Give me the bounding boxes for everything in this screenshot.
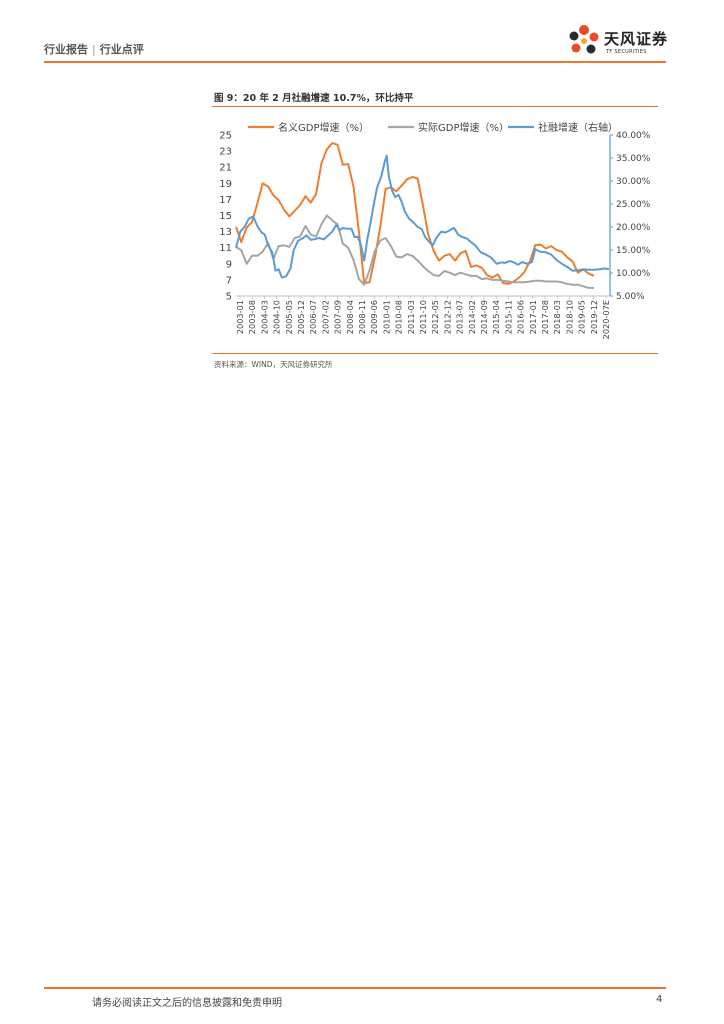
x-tick-label: 2010-01 (381, 300, 391, 334)
y-right-tick-label: 20.00% (616, 223, 651, 233)
x-tick-label: 2011-03 (406, 300, 416, 334)
footer-divider (44, 987, 666, 989)
x-tick-label: 2004-10 (272, 300, 282, 334)
x-tick-label: 2014-09 (479, 300, 489, 334)
x-tick-label: 2017-01 (528, 300, 538, 334)
y-left-tick-label: 9 (226, 259, 232, 270)
chart-axes (236, 134, 613, 299)
header-separator: | (92, 43, 96, 56)
x-tick-label: 2003-08 (247, 300, 257, 334)
x-tick-label: 2011-10 (418, 300, 428, 334)
x-tick-label: 2017-08 (540, 300, 550, 334)
y-right-tick-label: 25.00% (616, 200, 651, 210)
figure-bottom-rule (212, 353, 658, 354)
x-tick-label: 2016-06 (516, 300, 526, 334)
series-line-2 (235, 214, 594, 289)
y-left-tick-label: 5 (226, 292, 232, 303)
x-tick-label: 2015-04 (491, 300, 501, 334)
x-tick-label: 2020-07E (601, 300, 611, 339)
page-number: 4 (656, 994, 663, 1005)
header-divider (44, 61, 666, 63)
x-tick-label: 2012-12 (442, 300, 452, 334)
x-tick-label: 2006-07 (308, 300, 318, 334)
x-axis-tick-labels: 2003-01 2003-08 2004-03 2004-10 2005-05 2005-… (235, 300, 611, 339)
figure-source: 资料来源：WIND，天风证券研究所 (214, 360, 333, 369)
y-right-tick-labels: 5.00% 10.00% 15.00% 20.00% 25.00% 30.00% 35.00… (616, 131, 651, 302)
legend-label: 名义GDP增速（%） (278, 121, 369, 134)
y-left-tick-label: 11 (219, 243, 232, 254)
company-logo: 天风证券 TF SECURITIES (566, 22, 686, 62)
series-line-3 (235, 154, 610, 279)
y-left-tick-label: 25 (219, 131, 232, 142)
figure-top-rule (212, 106, 658, 107)
x-tick-label: 2015-11 (503, 300, 513, 334)
x-tick-label: 2004-03 (259, 300, 269, 334)
x-tick-label: 2018-03 (552, 300, 562, 334)
logo-text-en: TF SECURITIES (606, 49, 647, 55)
y-right-tick-label: 30.00% (616, 177, 651, 187)
y-left-tick-label: 7 (226, 275, 232, 286)
figure-title: 图 9：20 年 2 月社融增速 10.7%，环比持平 (214, 93, 414, 104)
logo-text-cn: 天风证券 (604, 30, 669, 48)
x-tick-label: 2008-04 (345, 300, 355, 334)
x-tick-label: 2012-05 (430, 300, 440, 334)
x-tick-label: 2019-12 (589, 300, 599, 334)
x-tick-label: 2013-07 (455, 300, 465, 334)
report-subtype: 行业点评 (99, 43, 144, 56)
y-right-tick-label: 40.00% (616, 131, 651, 141)
chart-legend: 名义GDP增速（%） 实际GDP增速（%） 社融增速（右轴） (248, 121, 618, 134)
tsf-gdp-line-chart: 名义GDP增速（%） 实际GDP增速（%） 社融增速（右轴） 2003-01 2003… (219, 121, 651, 339)
y-right-tick-label: 10.00% (616, 269, 651, 279)
y-left-tick-label: 13 (219, 227, 232, 238)
x-tick-label: 2019-05 (577, 300, 587, 334)
x-tick-label: 2008-11 (357, 300, 367, 334)
y-left-tick-label: 23 (219, 147, 232, 158)
x-tick-label: 2005-12 (296, 300, 306, 334)
y-left-tick-label: 15 (219, 211, 232, 222)
y-left-tick-label: 17 (219, 195, 232, 206)
x-tick-label: 2007-02 (320, 300, 330, 334)
header-breadcrumb: 行业报告 | 行业点评 (44, 41, 144, 57)
footer-disclaimer: 请务必阅读正文之后的信息披露和免责申明 (92, 998, 282, 1009)
y-left-tick-label: 19 (219, 179, 232, 190)
y-left-tick-label: 21 (219, 163, 232, 174)
series-line-1 (235, 142, 595, 285)
legend-label: 实际GDP增速（%） (418, 121, 509, 134)
y-right-tick-label: 15.00% (616, 246, 651, 256)
chart-series (235, 142, 610, 289)
x-tick-label: 2005-05 (284, 300, 294, 334)
x-tick-label: 2018-10 (564, 300, 574, 334)
x-tick-label: 2009-06 (369, 300, 379, 334)
report-type: 行业报告 (44, 43, 88, 56)
x-tick-label: 2010-08 (394, 300, 404, 334)
flower-logo-icon (569, 25, 599, 54)
y-left-tick-labels: 5 7 9 11 13 15 17 19 21 23 25 (219, 131, 232, 303)
x-tick-label: 2003-01 (235, 300, 245, 334)
y-right-tick-label: 35.00% (616, 154, 651, 164)
x-tick-label: 2014-02 (467, 300, 477, 334)
y-right-tick-label: 5.00% (616, 292, 645, 302)
x-tick-label: 2007-09 (333, 300, 343, 334)
legend-label: 社融增速（右轴） (538, 121, 618, 134)
